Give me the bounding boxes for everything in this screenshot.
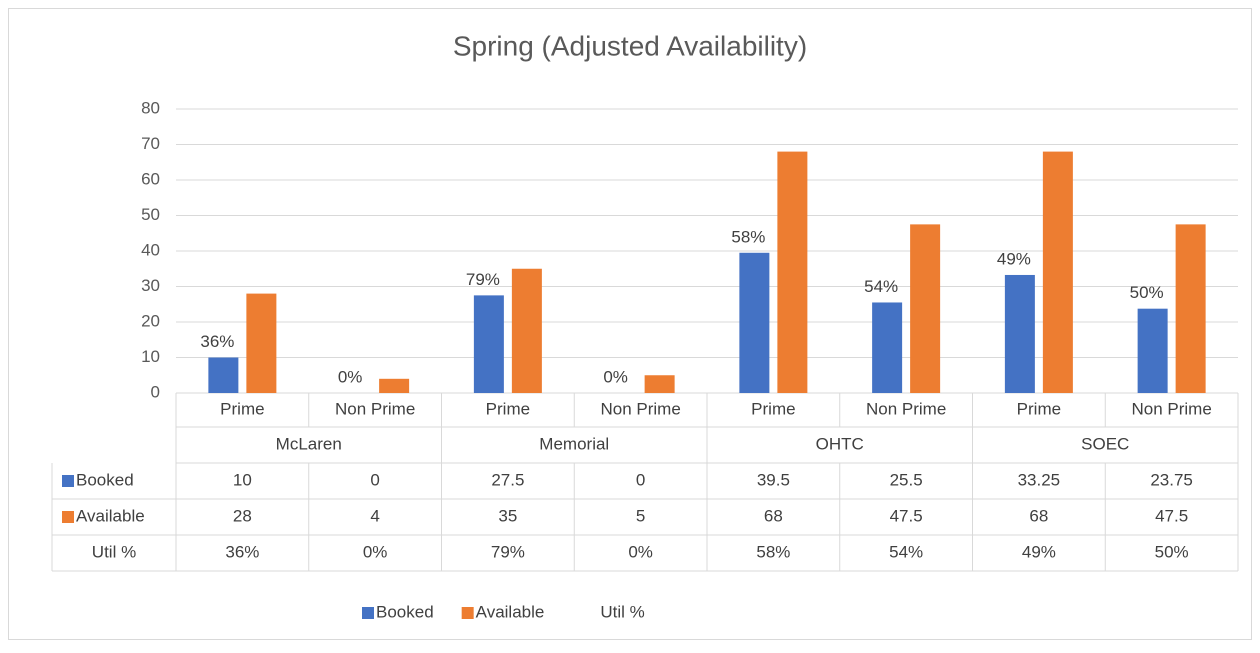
table-cell: 58% <box>756 542 790 561</box>
data-label: 0% <box>338 367 363 386</box>
data-label: 54% <box>864 277 898 296</box>
bar <box>1175 224 1206 393</box>
table-cell: 35 <box>498 506 517 525</box>
bar <box>872 302 903 393</box>
x-tick-label: Non Prime <box>600 399 680 418</box>
x-tick-label: Non Prime <box>866 399 946 418</box>
table-cell: 25.5 <box>890 470 923 489</box>
table-series-name: Booked <box>76 470 134 489</box>
table-cell: 68 <box>764 506 783 525</box>
y-tick-label: 0 <box>151 382 160 401</box>
bar <box>1137 308 1168 393</box>
chart-title: Spring (Adjusted Availability) <box>453 30 807 61</box>
x-tick-label: Prime <box>1017 399 1061 418</box>
table-cell: 27.5 <box>491 470 524 489</box>
bar <box>739 252 770 393</box>
bar <box>1042 151 1073 393</box>
table-cell: 54% <box>889 542 923 561</box>
group-label: McLaren <box>276 434 342 453</box>
bar <box>777 151 808 393</box>
y-tick-label: 40 <box>141 240 160 259</box>
legend-key <box>362 607 374 619</box>
table-cell: 0 <box>636 470 645 489</box>
bar <box>511 268 542 393</box>
table-legend-key <box>62 475 74 487</box>
table-cell: 39.5 <box>757 470 790 489</box>
y-tick-label: 10 <box>141 347 160 366</box>
data-label: 49% <box>997 249 1031 268</box>
table-cell: 47.5 <box>890 506 923 525</box>
table-cell: 47.5 <box>1155 506 1188 525</box>
table-cell: 50% <box>1155 542 1189 561</box>
bar <box>246 293 277 393</box>
table-cell: 33.25 <box>1018 470 1061 489</box>
table-legend-key <box>62 511 74 523</box>
legend-key <box>461 607 474 619</box>
group-label: SOEC <box>1081 434 1129 453</box>
data-label: 50% <box>1130 283 1164 302</box>
data-label: 79% <box>466 270 500 289</box>
bar <box>208 357 239 393</box>
bar <box>910 224 941 393</box>
table-cell: 28 <box>233 506 252 525</box>
bar <box>1004 274 1035 393</box>
table-cell: 0 <box>370 470 379 489</box>
group-label: Memorial <box>539 434 609 453</box>
legend-label: Booked <box>376 602 434 621</box>
data-label: 58% <box>731 227 765 246</box>
y-tick-label: 80 <box>141 98 160 117</box>
y-tick-label: 60 <box>141 169 160 188</box>
data-label: 0% <box>603 367 628 386</box>
y-tick-label: 20 <box>141 311 160 330</box>
y-tick-label: 70 <box>141 134 160 153</box>
bar <box>379 378 410 393</box>
data-label: 36% <box>200 332 234 351</box>
x-tick-label: Non Prime <box>1131 399 1211 418</box>
x-tick-label: Prime <box>486 399 530 418</box>
legend-label: Util % <box>600 602 644 621</box>
x-tick-label: Prime <box>220 399 264 418</box>
table-series-name: Available <box>76 506 145 525</box>
bar <box>644 375 675 393</box>
table-cell: 23.75 <box>1150 470 1193 489</box>
group-label: OHTC <box>816 434 864 453</box>
table-cell: 10 <box>233 470 252 489</box>
x-tick-label: Non Prime <box>335 399 415 418</box>
table-cell: 0% <box>363 542 388 561</box>
table-cell: 49% <box>1022 542 1056 561</box>
y-tick-label: 30 <box>141 276 160 295</box>
table-series-name: Util % <box>92 542 136 561</box>
table-cell: 36% <box>225 542 259 561</box>
table-cell: 4 <box>370 506 379 525</box>
table-cell: 79% <box>491 542 525 561</box>
legend-label: Available <box>476 602 545 621</box>
table-cell: 5 <box>636 506 645 525</box>
table-cell: 68 <box>1029 506 1048 525</box>
x-tick-label: Prime <box>751 399 795 418</box>
y-tick-label: 50 <box>141 205 160 224</box>
bar <box>473 295 504 393</box>
table-cell: 0% <box>628 542 653 561</box>
